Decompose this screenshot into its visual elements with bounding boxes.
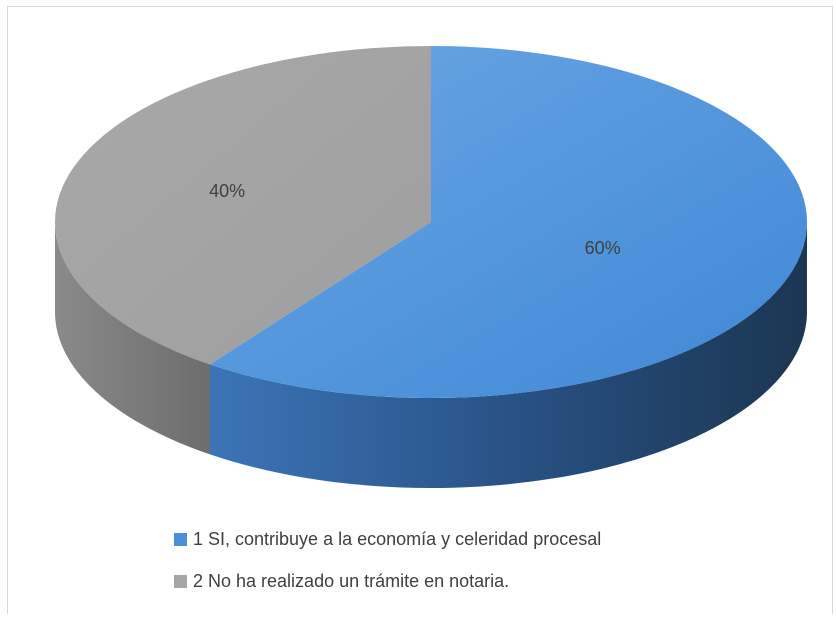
pie-slice-side-2 [54,222,210,455]
chart-legend: 1 SI, contribuye a la economía y celerid… [174,528,814,612]
data-label-1: 60% [585,238,621,258]
pie-slice-side-1 [209,222,808,488]
legend-swatch-si [174,532,187,546]
legend-swatch-no [174,574,187,588]
chart-frame [7,6,833,614]
legend-label-no: 2 No ha realizado un trámite en notaria. [193,570,510,591]
data-label-2: 40% [209,181,245,201]
legend-item-no: 2 No ha realizado un trámite en notaria. [174,570,814,592]
legend-item-si: 1 SI, contribuye a la economía y celerid… [174,528,814,550]
legend-label-si: 1 SI, contribuye a la economía y celerid… [193,528,602,549]
pie-slice-2 [54,46,431,365]
pie-slice-1 [209,46,808,399]
